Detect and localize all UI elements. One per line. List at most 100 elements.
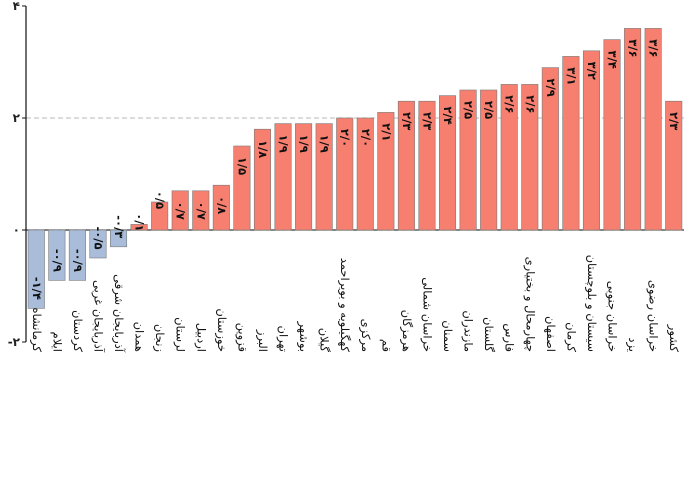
- bar: [315, 123, 333, 231]
- category-label: خراسان شمالی: [419, 277, 434, 352]
- category-label: لرستان: [173, 317, 188, 352]
- data-label: -۰/۵: [91, 226, 105, 249]
- category-label: کهگیلویه و بویراحمد: [337, 258, 352, 353]
- category-label: چهارمحال و بختیاری: [522, 257, 537, 352]
- data-label: ۰/۷: [194, 202, 208, 220]
- bar: [68, 229, 86, 281]
- data-label: ۳/۱: [564, 67, 578, 85]
- bar: [459, 89, 477, 231]
- category-label: کردستان: [70, 310, 85, 353]
- data-label: -۱/۴: [30, 277, 44, 300]
- bar: [212, 184, 230, 231]
- category-label: قزوین: [234, 323, 249, 352]
- data-label: ۰/۷: [174, 202, 188, 220]
- category-label: اردبیل: [193, 323, 208, 352]
- category-label: البرز: [255, 329, 270, 352]
- category-label: آذربایجان شرقی: [111, 274, 126, 353]
- category-label: زنجان: [152, 324, 167, 352]
- category-label: تهران: [276, 326, 291, 353]
- category-label: خوزستان: [214, 308, 229, 352]
- category-label: کشور: [666, 324, 681, 353]
- data-label: ۳/۴: [606, 50, 620, 68]
- category-label: سمنان: [441, 320, 455, 352]
- bar: [418, 100, 436, 231]
- y-tick-label: ۴: [13, 0, 20, 13]
- data-label: ۲/۵: [482, 101, 496, 119]
- category-label: هرمزگان: [399, 310, 414, 352]
- data-label: ۰/۸: [215, 196, 229, 214]
- data-label: ۱/۹: [297, 134, 311, 152]
- bar: [500, 84, 518, 231]
- data-label: ۱/۹: [277, 134, 291, 152]
- data-label: ۲/۳: [667, 112, 681, 130]
- data-label: ۰/۱: [133, 213, 147, 231]
- data-label: ۱/۸: [256, 140, 270, 158]
- bar: [541, 67, 559, 231]
- category-label: مرکزی: [358, 319, 373, 352]
- category-label: مازندران: [461, 310, 476, 352]
- data-label: ۲/۴: [441, 106, 455, 124]
- bar: [377, 112, 395, 231]
- category-label: همدان: [133, 322, 147, 352]
- data-label: -۰/۹: [50, 249, 64, 272]
- bar: [624, 28, 642, 231]
- category-label: قم: [379, 339, 393, 352]
- data-label: -۰/۳: [112, 215, 126, 238]
- category-label: خراسان رضوی: [646, 280, 661, 352]
- bar: [27, 229, 45, 309]
- bar: [397, 100, 415, 231]
- data-label: ۲/۹: [544, 78, 558, 96]
- data-label: ۲/۳: [400, 112, 414, 130]
- y-tick-label: -۲: [8, 335, 21, 349]
- bar: [644, 28, 662, 231]
- bar: [89, 229, 107, 259]
- category-label: فارس: [502, 323, 517, 352]
- data-label: ۲/۵: [462, 101, 476, 119]
- data-label: ۳/۶: [647, 39, 661, 57]
- data-label: ۳/۶: [626, 39, 640, 57]
- bar: [665, 100, 683, 231]
- bar: [233, 145, 251, 231]
- labels: -۲ ۰ ۲ ۴ -۱/۴ کرمانشاه -۰/۹ ایلام -۰/۹ کردستان -۰/…: [8, 0, 682, 353]
- category-label: اصفهان: [544, 316, 558, 352]
- bar: [562, 56, 580, 231]
- bar: [110, 229, 128, 248]
- category-label: کرمان: [563, 322, 578, 352]
- data-label: ۰/۵: [153, 191, 167, 209]
- bar: [130, 224, 148, 231]
- category-label: گیلان: [318, 328, 332, 353]
- data-label: ۲/۰: [359, 129, 373, 147]
- y-tick-label: ۰: [13, 223, 20, 237]
- data-label: ۱/۹: [318, 134, 332, 152]
- bar: [151, 201, 169, 231]
- category-label: بوشهر: [296, 321, 311, 352]
- category-label: سیستان و بلوچستان: [584, 255, 599, 352]
- bar: [336, 117, 354, 231]
- data-label: ۲/۳: [420, 112, 434, 130]
- bar: [439, 95, 457, 231]
- bars: [27, 28, 683, 309]
- category-label: خراسان جنوبی: [605, 281, 620, 352]
- bar: [603, 39, 621, 231]
- data-label: ۲/۶: [523, 95, 537, 113]
- category-label: ایلام: [50, 332, 64, 352]
- category-label: یزد: [625, 337, 640, 352]
- bar: [274, 123, 292, 231]
- data-label: ۲/۱: [379, 123, 393, 141]
- bar: [521, 84, 539, 231]
- bar: [48, 229, 66, 281]
- bar: [295, 123, 313, 231]
- y-tick-label: ۲: [13, 111, 21, 125]
- bar: [480, 89, 498, 231]
- bar: [253, 128, 271, 231]
- data-label: ۲/۶: [503, 95, 517, 113]
- data-label: ۳/۲: [585, 62, 599, 80]
- bar: [356, 117, 374, 231]
- category-label: کرمانشاه: [29, 308, 44, 353]
- bar: [582, 50, 600, 231]
- bar: [171, 190, 189, 231]
- data-label: ۱/۵: [235, 157, 249, 175]
- data-label: -۰/۹: [71, 249, 85, 272]
